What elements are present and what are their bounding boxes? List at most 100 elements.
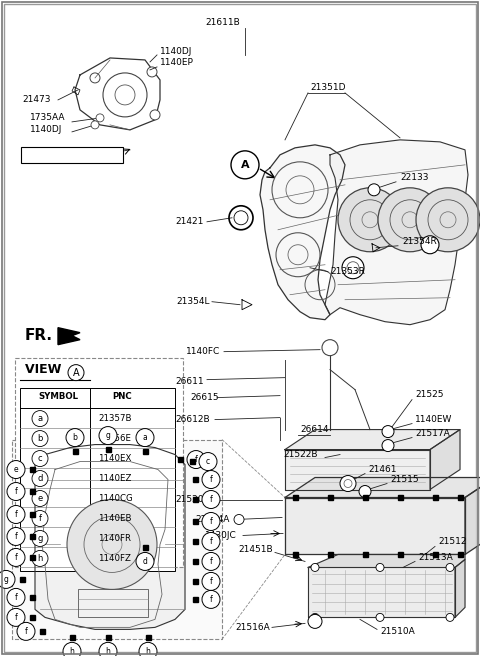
Bar [145,635,151,640]
Bar [192,497,197,502]
FancyBboxPatch shape [21,147,123,163]
Polygon shape [465,478,480,555]
Text: f: f [210,577,212,586]
Text: 1735AA: 1735AA [30,114,65,122]
Bar [192,597,197,602]
Circle shape [32,411,48,426]
Text: f: f [14,532,17,541]
Circle shape [32,530,48,547]
Bar [362,552,368,557]
Text: f: f [210,557,212,566]
Circle shape [7,528,25,545]
Text: a: a [37,414,43,423]
Bar [29,555,35,560]
Circle shape [32,451,48,466]
Text: 1140FZ: 1140FZ [98,554,131,563]
Text: A: A [72,368,79,378]
Circle shape [7,482,25,501]
Bar [70,635,74,640]
Text: e: e [14,465,18,474]
Text: c: c [206,457,210,466]
Text: f: f [24,627,27,636]
Text: b: b [37,434,43,443]
Text: 21351D: 21351D [310,83,346,93]
Bar [192,559,197,564]
Circle shape [202,532,220,551]
Circle shape [32,470,48,487]
Text: h: h [37,554,43,563]
Circle shape [32,491,48,507]
Circle shape [202,470,220,489]
Circle shape [446,614,454,622]
Circle shape [96,114,104,122]
Text: g: g [3,575,9,584]
Circle shape [63,643,81,657]
Polygon shape [35,445,185,629]
Text: 21512: 21512 [438,537,467,546]
Text: PNC: PNC [112,392,132,401]
Circle shape [90,73,100,83]
Circle shape [32,430,48,447]
Bar [457,495,463,500]
Text: 21421: 21421 [175,217,204,226]
Polygon shape [325,140,468,325]
Bar [397,552,403,557]
Circle shape [7,608,25,626]
Circle shape [376,614,384,622]
Text: 1430JC: 1430JC [205,531,237,540]
Circle shape [202,491,220,509]
Text: REF. 25-251A: REF. 25-251A [25,150,80,160]
Circle shape [382,426,394,438]
Bar [327,495,333,500]
Bar [29,615,35,620]
Text: 21354L: 21354L [176,297,209,306]
Polygon shape [260,145,345,320]
Bar [15,357,183,568]
Text: 22124A: 22124A [195,515,229,524]
Text: 21516A: 21516A [235,623,270,632]
Circle shape [32,510,48,526]
Text: d: d [143,557,147,566]
Circle shape [136,428,154,447]
Text: b: b [72,433,77,442]
Bar [192,519,197,524]
Circle shape [0,570,15,589]
Text: 1140EZ: 1140EZ [98,474,132,483]
Text: 21513A: 21513A [418,553,453,562]
Circle shape [99,643,117,657]
Circle shape [7,589,25,606]
Text: 1140DJ: 1140DJ [160,47,192,57]
Polygon shape [285,497,465,555]
Circle shape [311,614,319,622]
Polygon shape [285,478,480,497]
Text: g: g [106,431,110,440]
Polygon shape [308,555,465,568]
Text: h: h [70,647,74,656]
Bar [78,589,148,618]
Circle shape [202,553,220,570]
Bar [143,545,147,550]
Text: 21515: 21515 [390,475,419,484]
Circle shape [7,461,25,478]
Text: h: h [145,647,150,656]
Circle shape [202,572,220,591]
Text: e: e [37,494,43,503]
Circle shape [342,257,364,279]
Circle shape [340,476,356,491]
Bar [190,459,194,464]
Text: f: f [210,475,212,484]
Circle shape [199,453,217,470]
Bar [29,467,35,472]
Text: f: f [38,514,41,523]
Bar [432,495,437,500]
Bar [20,577,24,582]
Text: 1140EX: 1140EX [98,454,132,463]
Bar [39,629,45,634]
Circle shape [416,188,480,252]
Circle shape [311,564,319,572]
Text: f: f [14,613,17,622]
Text: 1140EW: 1140EW [415,415,452,424]
Text: c: c [38,454,42,463]
Circle shape [338,188,402,252]
Circle shape [68,365,84,380]
